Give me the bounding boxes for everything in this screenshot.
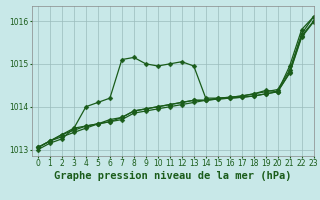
X-axis label: Graphe pression niveau de la mer (hPa): Graphe pression niveau de la mer (hPa) <box>54 171 292 181</box>
